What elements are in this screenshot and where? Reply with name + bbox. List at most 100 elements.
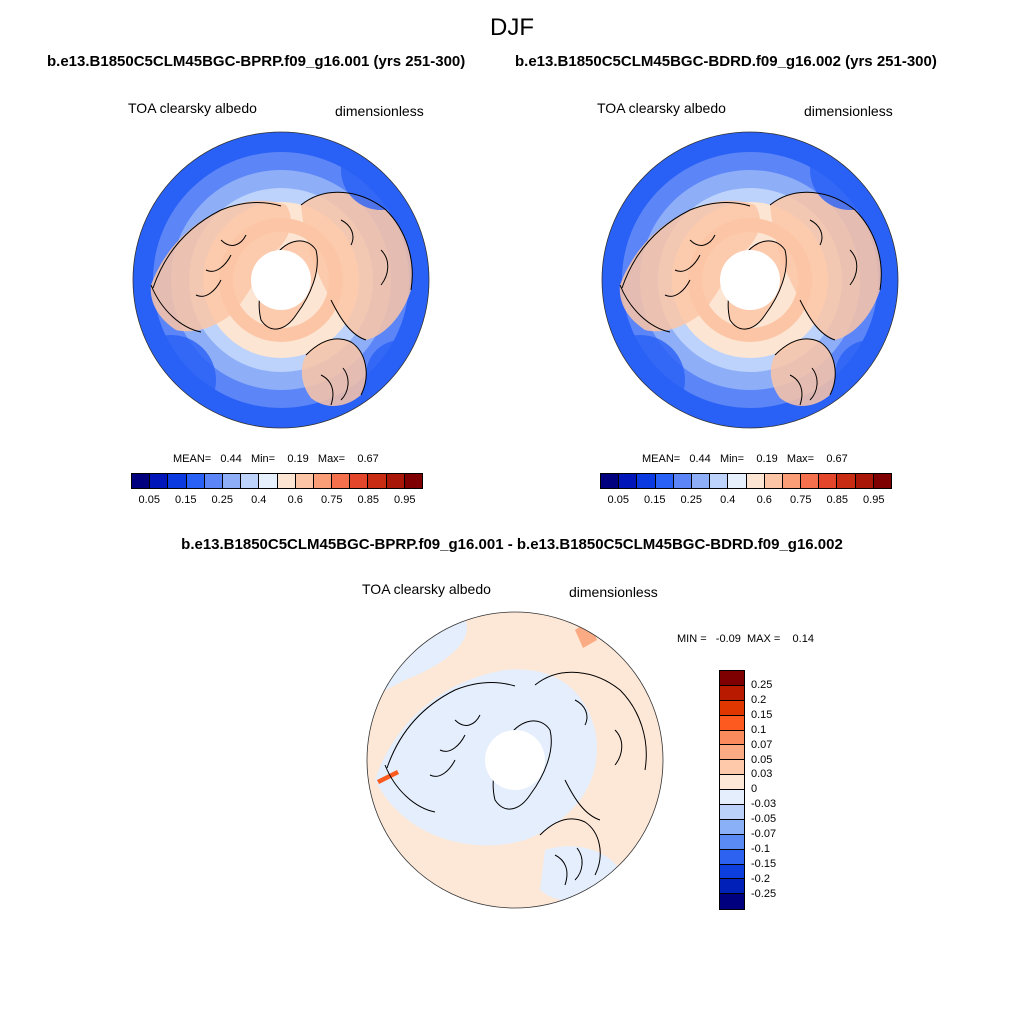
diff-positive-anomaly [377,770,399,784]
diff-colorbar-swatch [720,760,744,776]
diff-colorbar-swatch [720,700,744,716]
diff-polar-gap [485,730,545,790]
panel1-variable-label: TOA clearsky albedo [128,100,257,116]
panel2-colorbar-label: 0.25 [680,494,702,506]
diff-colorbar-swatch [720,745,744,761]
panel1-colorbar-swatch [350,474,369,488]
diff-colorbar-swatch [720,715,744,731]
panel2-colorbar [600,473,892,489]
panel1-land-albedo [301,192,413,341]
panel2-colorbar-swatch [728,474,747,488]
panel1-colorbar-swatch [241,474,260,488]
panel1-polar-map [132,131,430,429]
diff-coastline [384,682,516,813]
panel2-colorbar-swatch [819,474,838,488]
diff-colorbar-label: 0.2 [751,693,767,706]
diff-colorbar-swatch [720,805,744,820]
diff-variable-label: TOA clearsky albedo [362,581,491,597]
panel2-colorbar-swatch [764,474,783,488]
difference-polar-map [366,611,664,909]
panel1-ocean-albedo [341,132,421,210]
panel2-colorbar-swatch [855,474,874,488]
panel2-colorbar-label: 0.85 [826,494,848,506]
panel1-land-albedo [150,200,291,332]
panel2-colorbar-swatch [801,474,820,488]
diff-colorbar-swatch [720,849,744,865]
panel2-colorbar-swatch [691,474,711,488]
panel1-land-albedo [301,338,367,406]
diff-colorbar-label: -0.1 [751,842,770,855]
panel2-polar-gap [720,250,780,310]
panel1-colorbar-label: 0.15 [175,494,197,506]
panel1-colorbar-label: 0.75 [321,494,343,506]
diff-colorbar-label: 0.03 [751,768,773,781]
diff-colorbar-label: 0.1 [751,723,767,736]
diff-colorbar [719,670,745,911]
panel1-colorbar-label: 0.95 [394,494,416,506]
panel1-colorbar-swatch [132,474,151,488]
panel1-colorbar-swatch [332,474,351,488]
panel2-variable-label: TOA clearsky albedo [597,100,726,116]
diff-stats: MIN = -0.09 MAX = 0.14 [677,633,814,645]
panel2-polar-map [601,131,899,429]
panel1-coastline [300,191,413,341]
diff-colorbar-label: -0.15 [751,857,777,870]
diff-coastline [534,671,647,821]
panel2-colorbar-swatch [782,474,802,488]
panel2-colorbar-label: 0.95 [863,494,885,506]
panel2-colorbar-label: 0.6 [756,494,772,506]
difference-title: b.e13.B1850C5CLM45BGC-BPRP.f09_g16.001 -… [181,536,843,553]
panel1-colorbar-swatch [204,474,223,488]
panel1-colorbar-swatch [386,474,405,488]
panel1-map-border [132,131,430,429]
panel1-colorbar-swatch [259,474,278,488]
panel2-land-albedo [619,200,760,332]
diff-colorbar-swatch [720,894,744,910]
diff-map-border [366,611,664,909]
panel2-colorbar-swatch [710,474,729,488]
diff-colorbar-label: -0.05 [751,813,777,826]
diff-colorbar-label: -0.25 [751,887,777,900]
panel1-colorbar-label: 0.6 [287,494,303,506]
panel1-units-label: dimensionless [335,103,424,119]
panel2-colorbar-swatch [837,474,856,488]
diff-units-label: dimensionless [569,584,658,600]
panel1-colorbar-swatch [295,474,314,488]
panel1-colorbar-swatch [222,474,242,488]
diff-colorbar-swatch [720,864,744,880]
panel1-polar-gap [251,250,311,310]
panel2-map-border [601,131,899,429]
panel2-coastline [774,338,836,406]
diff-colorbar-swatch [720,671,744,686]
panel2-colorbar-swatch [673,474,692,488]
diff-colorbar-label: 0.05 [751,753,773,766]
panel1-coastline [305,338,367,406]
diff-colorbar-swatch [720,775,744,791]
diff-colorbar-swatch [720,685,744,701]
case2-title: b.e13.B1850C5CLM45BGC-BDRD.f09_g16.002 (… [515,53,937,70]
panel2-colorbar-label: 0.75 [790,494,812,506]
panel2-colorbar-swatch [655,474,674,488]
panel2-stats: MEAN= 0.44 Min= 0.19 Max= 0.67 [642,453,848,465]
diff-colorbar-swatch [720,730,744,746]
diff-colorbar-label: 0 [751,783,758,796]
panel1-colorbar-swatch [368,474,387,488]
panel1-colorbar-swatch [150,474,169,488]
panel2-colorbar-label: 0.05 [607,494,629,506]
case1-title: b.e13.B1850C5CLM45BGC-BPRP.f09_g16.001 (… [47,53,466,70]
panel1-colorbar-label: 0.4 [251,494,267,506]
panel1-colorbar-swatch [168,474,187,488]
panel2-land-albedo [770,338,836,406]
panel2-land-albedo [770,192,882,341]
panel2-colorbar-swatch [637,474,656,488]
diff-coastline [539,818,601,886]
panel2-colorbar-swatch [619,474,638,488]
panel1-colorbar-swatch [186,474,205,488]
panel2-ocean-albedo [810,132,890,210]
diff-colorbar-swatch [720,790,744,806]
diff-colorbar-label: -0.2 [751,872,770,885]
panel2-colorbar-label: 0.4 [720,494,736,506]
panel1-stats: MEAN= 0.44 Min= 0.19 Max= 0.67 [173,453,379,465]
panel2-colorbar-swatch [746,474,765,488]
panel2-coastline [769,191,882,341]
